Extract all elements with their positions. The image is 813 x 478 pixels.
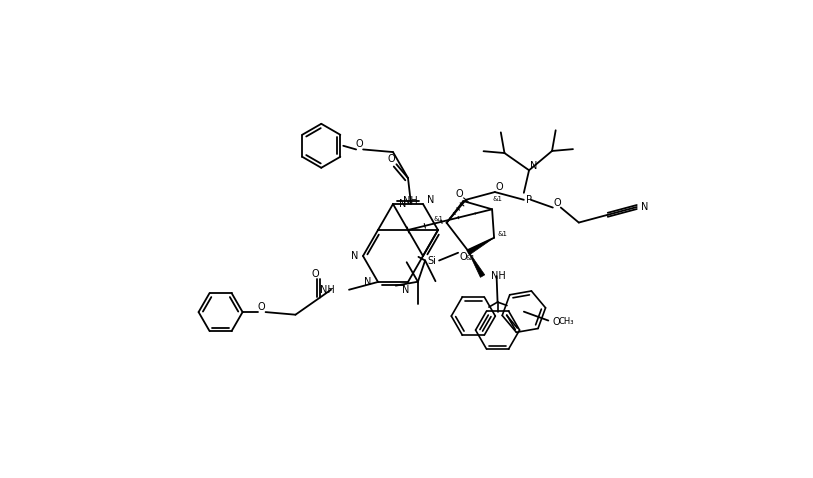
Polygon shape — [467, 238, 494, 255]
Text: O: O — [455, 189, 463, 199]
Text: O: O — [258, 302, 265, 312]
Text: &1: &1 — [492, 196, 502, 202]
Text: N: N — [641, 202, 649, 212]
Text: O: O — [553, 197, 561, 207]
Text: N: N — [402, 285, 410, 295]
Text: O: O — [495, 182, 502, 192]
Polygon shape — [467, 250, 485, 277]
Text: NH: NH — [403, 196, 418, 206]
Text: P: P — [526, 195, 532, 205]
Text: NH: NH — [320, 285, 335, 295]
Text: CH₃: CH₃ — [559, 317, 574, 326]
Text: N: N — [530, 161, 537, 171]
Text: O: O — [355, 140, 363, 150]
Text: &1: &1 — [497, 231, 507, 237]
Text: NH: NH — [490, 271, 506, 281]
Text: O: O — [311, 270, 319, 280]
Text: &1: &1 — [433, 216, 444, 222]
Text: N: N — [351, 251, 359, 261]
Text: &1: &1 — [466, 255, 476, 261]
Text: O: O — [459, 252, 467, 262]
Text: N: N — [399, 199, 406, 209]
Text: N: N — [364, 277, 372, 287]
Text: O: O — [552, 317, 560, 327]
Text: Si: Si — [428, 256, 437, 265]
Text: N: N — [428, 195, 435, 205]
Text: O: O — [388, 154, 395, 164]
